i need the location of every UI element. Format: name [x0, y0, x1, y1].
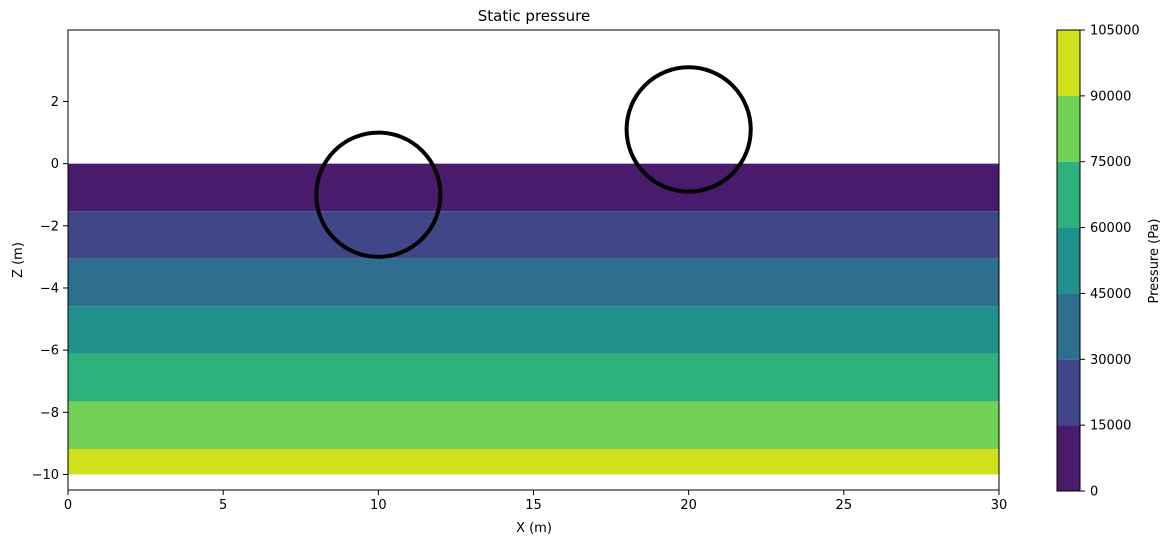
colorbar-band-4: [1057, 227, 1080, 294]
circle-annotation-1: [314, 130, 443, 259]
colorbar-band-5: [1057, 161, 1080, 228]
plot-area: [67, 29, 1000, 491]
colorbar-band-1: [1057, 425, 1080, 491]
colorbar-frame: [1056, 29, 1081, 492]
circle-annotations: [314, 65, 753, 259]
colorbar-tick-label: 30000: [1090, 353, 1131, 368]
colorbar-tick-label: 60000: [1090, 221, 1131, 236]
contour-bands: [68, 163, 999, 475]
contour-band-3: [68, 258, 999, 307]
colorbar-tick-label: 75000: [1090, 155, 1131, 170]
x-tick-label: 30: [991, 498, 1008, 513]
x-tick-label: 25: [836, 498, 853, 513]
circle-annotation-2: [624, 65, 753, 194]
colorbar-label: Pressure (Pa): [1147, 218, 1162, 303]
colorbar: 0 15000 30000 45000 60000 75000 90000 105000 Pr…: [1056, 24, 1162, 500]
x-tick-label: 15: [525, 498, 542, 513]
colorbar-band-2: [1057, 359, 1080, 426]
colorbar-band-7: [1057, 30, 1080, 96]
contour-band-2: [68, 211, 999, 259]
contour-band-5: [68, 353, 999, 402]
x-axis-title: X (m): [516, 521, 552, 536]
colorbar-bands: [1057, 30, 1080, 491]
x-axis: 0 5 10 15 20 25 30: [64, 490, 1007, 513]
y-tick-label: −4: [40, 281, 59, 296]
colorbar-band-6: [1057, 95, 1080, 162]
x-tick-label: 5: [219, 498, 227, 513]
y-tick-label: −10: [32, 468, 59, 483]
colorbar-ticks: 0 15000 30000 45000 60000 75000 90000 105000: [1080, 24, 1140, 500]
colorbar-tick-label: 0: [1090, 485, 1098, 500]
colorbar-tick-label: 90000: [1090, 89, 1131, 104]
y-tick-label: −8: [40, 406, 59, 421]
colorbar-tick-label: 15000: [1090, 419, 1131, 434]
x-tick-label: 10: [370, 498, 387, 513]
contour-band-4: [68, 306, 999, 354]
x-tick-label: 0: [64, 498, 72, 513]
colorbar-band-3: [1057, 293, 1080, 360]
chart-title: Static pressure: [478, 7, 590, 25]
colorbar-tick-label: 105000: [1090, 24, 1140, 39]
y-tick-label: 2: [51, 95, 59, 110]
contour-band-6: [68, 401, 999, 449]
y-tick-label: −6: [40, 344, 59, 359]
x-tick-label: 20: [680, 498, 697, 513]
colorbar-tick-label: 45000: [1090, 287, 1131, 302]
y-tick-label: −2: [40, 219, 59, 234]
contour-band-1: [68, 163, 999, 212]
y-axis: 2 0 −2 −4 −6 −8 −10: [32, 95, 68, 483]
contour-band-7: [68, 448, 999, 475]
y-tick-label: 0: [51, 157, 59, 172]
y-axis-title: Z (m): [11, 242, 26, 278]
